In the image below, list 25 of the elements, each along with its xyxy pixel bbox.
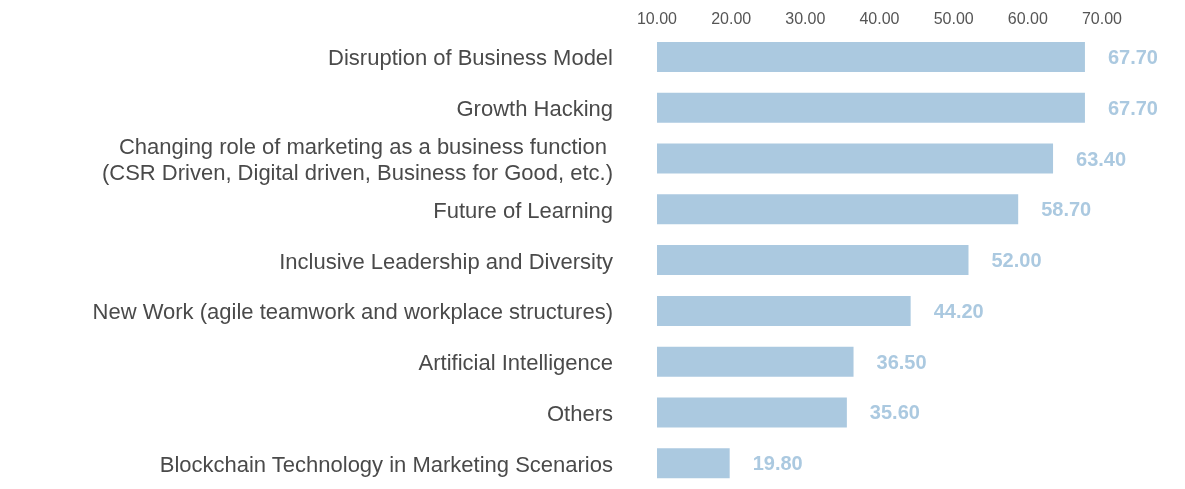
- y-tick-label: Blockchain Technology in Marketing Scenarios: [159, 451, 613, 477]
- x-tick-label: 70.00: [1081, 10, 1123, 27]
- data-label: 19.80: [752, 452, 803, 475]
- y-tick-label: Disruption of Business Model: [328, 45, 613, 71]
- data-label: 35.60: [869, 401, 920, 424]
- y-tick-label: New Work (agile teamwork and workplace structures): [92, 299, 613, 325]
- x-tick-label: 30.00: [785, 10, 826, 27]
- data-label: 63.40: [1076, 147, 1127, 170]
- y-tick-label: Changing role of marketing as a business function (CSR Driven, Digital driven, Business for Good, etc.): [101, 133, 613, 185]
- y-tick-label: Future of Learning: [433, 197, 613, 223]
- x-tick-label: 20.00: [711, 10, 752, 27]
- x-tick-label: 50.00: [933, 10, 974, 27]
- x-tick-label: 10.00: [636, 10, 678, 27]
- data-label: 67.70: [1107, 96, 1158, 119]
- y-tick-label: Growth Hacking: [456, 96, 613, 122]
- x-tick-label: 60.00: [1007, 10, 1048, 27]
- y-tick-label: Inclusive Leadership and Diversity: [279, 248, 613, 274]
- y-tick-label: Others: [546, 400, 613, 426]
- data-label: 52.00: [991, 249, 1042, 272]
- data-label: 44.20: [933, 299, 984, 322]
- data-label: 58.70: [1041, 198, 1092, 221]
- data-label: 67.70: [1107, 46, 1158, 68]
- y-tick-label: Artificial Intelligence: [418, 350, 613, 376]
- x-tick-label: 40.00: [859, 10, 900, 27]
- data-label: 36.50: [876, 350, 927, 373]
